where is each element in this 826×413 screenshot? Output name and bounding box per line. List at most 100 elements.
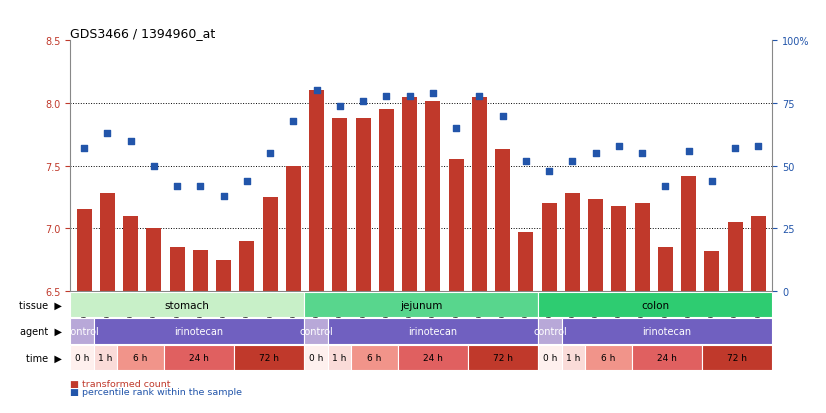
Point bbox=[496, 113, 510, 119]
Bar bbox=[240, 241, 254, 291]
FancyBboxPatch shape bbox=[562, 345, 585, 370]
Point bbox=[543, 168, 556, 175]
Bar bbox=[495, 150, 510, 291]
Text: colon: colon bbox=[641, 300, 669, 310]
Bar bbox=[565, 194, 580, 291]
FancyBboxPatch shape bbox=[562, 318, 772, 344]
FancyBboxPatch shape bbox=[351, 345, 398, 370]
FancyBboxPatch shape bbox=[468, 345, 539, 370]
Text: tissue  ▶: tissue ▶ bbox=[19, 300, 62, 310]
Bar bbox=[100, 194, 115, 291]
Text: 24 h: 24 h bbox=[657, 353, 677, 362]
FancyBboxPatch shape bbox=[117, 345, 164, 370]
Bar bbox=[634, 204, 650, 291]
Bar bbox=[169, 247, 185, 291]
Bar bbox=[588, 200, 603, 291]
Point bbox=[705, 178, 719, 185]
Text: control: control bbox=[299, 326, 333, 336]
Bar bbox=[657, 247, 673, 291]
Bar bbox=[379, 110, 394, 291]
Point bbox=[752, 143, 765, 150]
Point bbox=[682, 148, 695, 154]
Bar bbox=[402, 97, 417, 291]
FancyBboxPatch shape bbox=[632, 345, 702, 370]
Bar bbox=[519, 233, 534, 291]
Point bbox=[287, 118, 300, 125]
Text: stomach: stomach bbox=[165, 300, 210, 310]
Text: 0 h: 0 h bbox=[309, 353, 323, 362]
Point bbox=[520, 158, 533, 164]
Bar bbox=[542, 204, 557, 291]
FancyBboxPatch shape bbox=[70, 318, 93, 344]
FancyBboxPatch shape bbox=[304, 318, 328, 344]
Bar bbox=[425, 101, 440, 291]
Bar bbox=[728, 223, 743, 291]
Text: time  ▶: time ▶ bbox=[26, 353, 62, 363]
Point bbox=[333, 103, 346, 109]
Bar bbox=[705, 251, 719, 291]
Text: ■ percentile rank within the sample: ■ percentile rank within the sample bbox=[70, 387, 242, 396]
Text: 1 h: 1 h bbox=[566, 353, 581, 362]
Text: irinotecan: irinotecan bbox=[643, 326, 691, 336]
Text: 0 h: 0 h bbox=[74, 353, 89, 362]
Text: jejunum: jejunum bbox=[400, 300, 443, 310]
Bar bbox=[751, 216, 766, 291]
Bar bbox=[286, 166, 301, 291]
Point bbox=[124, 138, 137, 145]
Text: 6 h: 6 h bbox=[133, 353, 148, 362]
Bar bbox=[681, 176, 696, 291]
Point bbox=[380, 93, 393, 100]
Point bbox=[589, 150, 602, 157]
Point bbox=[357, 98, 370, 104]
Text: 72 h: 72 h bbox=[727, 353, 748, 362]
Point bbox=[78, 145, 91, 152]
Point bbox=[659, 183, 672, 190]
FancyBboxPatch shape bbox=[328, 345, 351, 370]
FancyBboxPatch shape bbox=[398, 345, 468, 370]
Point bbox=[147, 163, 160, 169]
Point bbox=[566, 158, 579, 164]
Point bbox=[635, 150, 648, 157]
Text: 6 h: 6 h bbox=[601, 353, 615, 362]
Text: agent  ▶: agent ▶ bbox=[20, 326, 62, 336]
Point bbox=[612, 143, 625, 150]
Text: ■ transformed count: ■ transformed count bbox=[70, 379, 171, 388]
FancyBboxPatch shape bbox=[304, 345, 328, 370]
Bar bbox=[309, 91, 324, 291]
FancyBboxPatch shape bbox=[585, 345, 632, 370]
FancyBboxPatch shape bbox=[234, 345, 304, 370]
FancyBboxPatch shape bbox=[164, 345, 234, 370]
FancyBboxPatch shape bbox=[539, 292, 772, 318]
Text: 1 h: 1 h bbox=[332, 353, 347, 362]
Point bbox=[101, 131, 114, 137]
Text: control: control bbox=[65, 326, 99, 336]
Text: 24 h: 24 h bbox=[423, 353, 443, 362]
Bar bbox=[611, 206, 626, 291]
Text: 0 h: 0 h bbox=[543, 353, 558, 362]
FancyBboxPatch shape bbox=[93, 318, 304, 344]
Bar bbox=[192, 250, 208, 291]
Point bbox=[170, 183, 183, 190]
Bar bbox=[449, 160, 463, 291]
Point bbox=[310, 88, 323, 95]
Bar bbox=[472, 97, 487, 291]
FancyBboxPatch shape bbox=[93, 345, 117, 370]
Point bbox=[729, 145, 742, 152]
FancyBboxPatch shape bbox=[539, 318, 562, 344]
Text: 72 h: 72 h bbox=[493, 353, 513, 362]
Point bbox=[240, 178, 254, 185]
Text: 24 h: 24 h bbox=[189, 353, 209, 362]
Point bbox=[403, 93, 416, 100]
Text: GDS3466 / 1394960_at: GDS3466 / 1394960_at bbox=[70, 27, 216, 40]
Text: 72 h: 72 h bbox=[259, 353, 279, 362]
Bar bbox=[216, 260, 231, 291]
FancyBboxPatch shape bbox=[702, 345, 772, 370]
FancyBboxPatch shape bbox=[70, 345, 93, 370]
Text: 1 h: 1 h bbox=[98, 353, 112, 362]
Text: irinotecan: irinotecan bbox=[174, 326, 224, 336]
Bar bbox=[263, 197, 278, 291]
Bar bbox=[332, 119, 348, 291]
Bar bbox=[77, 210, 92, 291]
FancyBboxPatch shape bbox=[539, 345, 562, 370]
FancyBboxPatch shape bbox=[304, 292, 539, 318]
